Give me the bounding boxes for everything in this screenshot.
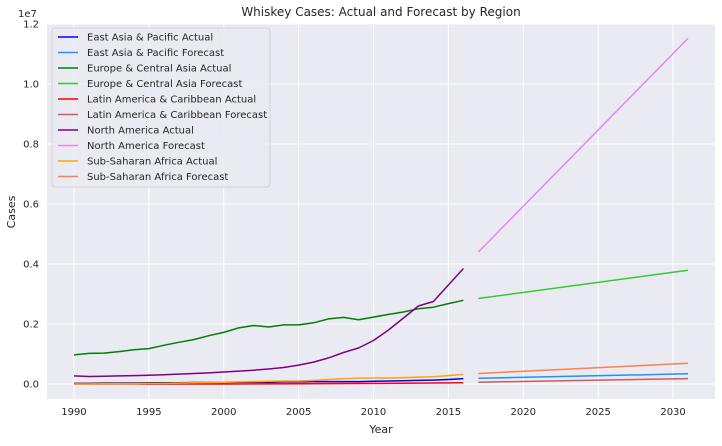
x-tick-label: 2005 (286, 407, 311, 418)
y-multiplier-label: 1e7 (18, 9, 37, 20)
y-tick-label: 0.0 (23, 380, 39, 391)
series-line-north-america-forecast (477, 37, 689, 253)
legend-box (51, 27, 271, 188)
legend-label: Latin America & Caribbean Actual (87, 95, 256, 106)
series-line-europe-central-asia-forecast (478, 269, 689, 300)
x-tick-label: 2030 (660, 407, 685, 418)
y-tick-label: 0.4 (23, 260, 39, 271)
legend-label: Europe & Central Asia Actual (87, 64, 231, 75)
x-tick-label: 2015 (436, 407, 461, 418)
series-line-europe-central-asia-actual (73, 299, 464, 356)
series-line-sub-saharan-africa-forecast (478, 362, 689, 375)
series-line-east-asia-pacific-forecast (478, 373, 689, 380)
y-tick-label: 1.0 (23, 80, 39, 91)
x-tick-label: 1995 (136, 407, 161, 418)
x-tick-label: 1990 (61, 407, 86, 418)
legend-label: North America Forecast (87, 141, 205, 152)
legend-label: Sub-Saharan Africa Actual (87, 157, 217, 168)
legend-label: Sub-Saharan Africa Forecast (87, 172, 228, 183)
series-lines (73, 37, 689, 385)
x-tick-labels: 1990 1995 2000 2005 2010 2015 2020 2025 2030 (61, 407, 686, 418)
legend: East Asia & Pacific Actual East Asia & Pa… (51, 27, 271, 188)
legend-label: Latin America & Caribbean Forecast (87, 110, 267, 121)
y-tick-labels: 0.0 0.2 0.4 0.6 0.8 1.0 1.2 (23, 20, 39, 391)
y-tick-label: 0.2 (23, 320, 39, 331)
series-line-north-america-actual (73, 267, 464, 378)
x-tick-label: 2025 (585, 407, 610, 418)
series-line-sub-saharan-africa-actual (74, 373, 464, 385)
y-tick-label: 1.2 (23, 20, 39, 31)
y-axis-label: Cases (5, 195, 18, 228)
legend-label: Europe & Central Asia Forecast (87, 79, 242, 90)
legend-label: East Asia & Pacific Forecast (87, 48, 224, 59)
y-tick-label: 0.6 (23, 200, 39, 211)
x-axis-label: Year (368, 423, 393, 436)
legend-label: East Asia & Pacific Actual (87, 33, 213, 44)
legend-label: North America Actual (87, 126, 194, 137)
x-tick-label: 2020 (511, 407, 536, 418)
chart-title: Whiskey Cases: Actual and Forecast by Re… (241, 5, 520, 19)
x-tick-label: 2010 (361, 407, 386, 418)
y-tick-label: 0.8 (23, 140, 39, 151)
grid (47, 23, 715, 399)
x-tick-label: 2000 (211, 407, 236, 418)
series-line-latin-america-caribbean-forecast (478, 377, 689, 383)
